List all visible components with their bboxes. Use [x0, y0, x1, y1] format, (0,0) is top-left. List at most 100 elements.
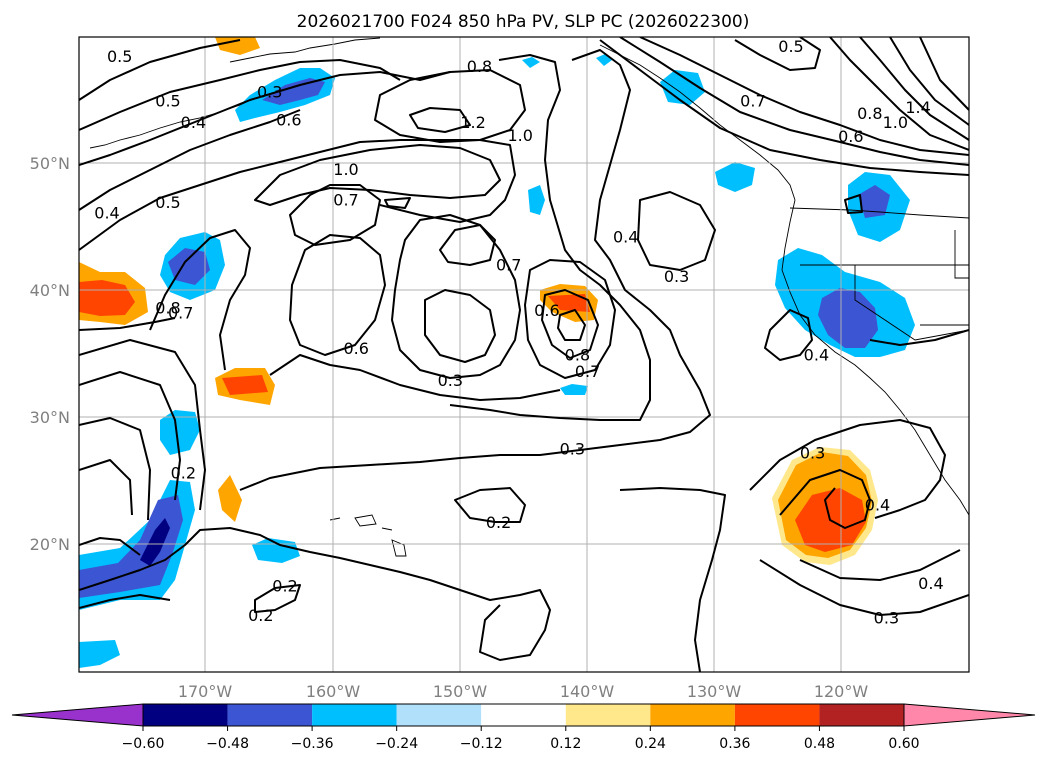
colorbar-cell: [227, 704, 313, 726]
pv-negative-blob-core: [858, 185, 890, 218]
contour-line: [79, 371, 181, 501]
contour-label: 1.2: [460, 113, 485, 132]
contour-line: [384, 197, 411, 209]
contour-line: [79, 527, 551, 661]
lat-label: 30°N: [30, 408, 70, 427]
contour-line: [557, 309, 586, 341]
colorbar-tick-label: 0.36: [719, 736, 750, 752]
hawaii-islands: [329, 514, 407, 557]
us-west-coastline: [781, 199, 969, 516]
colorbar-extend-high: [903, 703, 1036, 727]
contour-label: 0.6: [343, 339, 368, 358]
contour-label: 0.6: [838, 127, 863, 146]
colorbar-tick-label: −0.36: [291, 736, 334, 752]
pv-negative-blob-core: [168, 248, 210, 285]
graticule: [79, 37, 969, 672]
contour-line: [449, 54, 651, 421]
contour-line: [799, 549, 961, 581]
lat-label: 40°N: [30, 281, 70, 300]
contour-label: 0.8: [155, 299, 180, 318]
pv-negative-blob: [79, 640, 120, 668]
colorbar-cell: [650, 704, 735, 726]
map-frame: [78, 36, 970, 673]
contour-line: [79, 459, 133, 516]
pv-negative-blob: [715, 162, 755, 192]
contour-label: 0.5: [155, 193, 180, 212]
lon-label: 160°W: [306, 682, 361, 701]
contour-line: [79, 417, 151, 521]
contour-label: 0.6: [276, 111, 301, 130]
state-borders: [800, 230, 969, 341]
colorbar-cell: [143, 704, 228, 726]
pv-negative-blob: [522, 57, 540, 68]
slp-contours: [79, 37, 969, 672]
contour-line: [764, 309, 813, 361]
pv-negative-blob-core: [818, 288, 878, 348]
pv-negative-blob-core: [140, 518, 170, 566]
contour-line: [79, 71, 451, 166]
contour-label: 0.3: [800, 443, 825, 462]
pv-positive-blob: [215, 37, 260, 55]
colorbar-cell: [734, 704, 820, 726]
contour-label: 0.2: [171, 464, 196, 483]
contour-line: [374, 69, 526, 143]
contour-labels: 0.50.50.40.30.60.81.21.01.00.70.50.40.70…: [94, 37, 943, 628]
lon-label: 140°W: [560, 682, 615, 701]
contour-label: 0.5: [778, 37, 803, 56]
contour-label: 0.3: [560, 440, 585, 459]
lat-label: 50°N: [30, 154, 70, 173]
contour-label: 0.4: [918, 574, 943, 593]
contour-line: [289, 184, 381, 246]
contour-label: 0.7: [740, 92, 765, 111]
contour-line: [424, 289, 496, 363]
colorbar-cell: [565, 704, 651, 726]
colorbar-ticks: −0.60 −0.48 −0.36 −0.24 −0.12 0.12 0.24 0.36 0.4…: [122, 726, 920, 752]
contour-label: 0.2: [486, 513, 511, 532]
colorbar-tick-label: 0.24: [635, 736, 666, 752]
colorbar-cell: [819, 704, 904, 726]
colorbar-tick-label: 0.12: [550, 736, 581, 752]
contour-label: 1.0: [507, 126, 532, 145]
us-canada-border: [789, 207, 969, 219]
colorbar-tick-label: −0.24: [375, 736, 418, 752]
contour-line: [391, 214, 521, 379]
map-title: 2026021700 F024 850 hPa PV, SLP PC (2026…: [297, 12, 750, 32]
contour-label: 0.7: [496, 255, 521, 274]
pv-shading: [79, 37, 915, 668]
contour-label: 0.7: [168, 304, 193, 323]
contour-label: 0.8: [857, 104, 882, 123]
contour-label: 0.8: [565, 346, 590, 365]
lon-label: 170°W: [178, 682, 233, 701]
contour-label: 0.2: [248, 606, 273, 625]
contour-label: 0.8: [467, 57, 492, 76]
contour-line: [889, 37, 969, 126]
lon-label: 130°W: [687, 682, 742, 701]
colorbar-cell: [481, 704, 566, 726]
pv-positive-blob-core: [548, 294, 590, 312]
contour-line: [524, 259, 616, 379]
contour-label: 0.3: [874, 608, 899, 627]
contour-line: [454, 487, 526, 523]
pv-positive-blob-core: [222, 375, 268, 395]
contour-label: 0.4: [865, 495, 890, 514]
contour-line: [254, 584, 301, 613]
map-panel: 0.50.50.40.30.60.81.21.01.00.70.50.40.70…: [30, 36, 970, 701]
contour-label: 0.3: [257, 83, 282, 102]
contour-line: [409, 107, 471, 133]
pv-negative-blob-core: [262, 78, 325, 105]
alaska-panhandle-coastline: [599, 44, 796, 201]
contour-line: [269, 354, 561, 401]
pv-positive-blob-core: [79, 280, 135, 316]
contour-label: 1.4: [905, 98, 930, 117]
contour-line: [869, 329, 969, 346]
contour-label: 0.4: [181, 113, 206, 132]
contour-line: [619, 487, 726, 672]
contour-line: [829, 37, 969, 151]
contour-line: [289, 234, 386, 356]
contour-line: [79, 39, 241, 101]
contour-line: [637, 191, 716, 271]
pv-negative-blob: [560, 384, 588, 395]
contour-label: 0.7: [575, 362, 600, 381]
colorbar-cell: [396, 704, 482, 726]
contour-label: 0.2: [272, 577, 297, 596]
